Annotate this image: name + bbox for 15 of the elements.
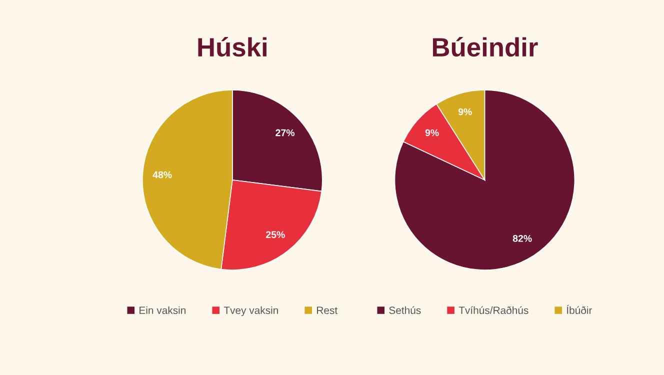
legend-label: Tvey vaksin (224, 306, 278, 316)
data-label: 9% (458, 108, 472, 116)
data-label: 9% (425, 129, 439, 136)
legend-label: Tvíhús/Raðhús (458, 306, 528, 314)
legend-label: Íbúðir (566, 304, 592, 314)
data-label: 82% (512, 234, 532, 242)
data-label: 25% (266, 231, 285, 238)
data-label: 27% (276, 129, 295, 136)
chart-title: Húski (198, 37, 266, 57)
chart-title: Búeindir (432, 37, 538, 57)
legend-label: Rest (317, 306, 338, 314)
slice-label: Sethús (389, 306, 421, 314)
pie-slice (394, 90, 576, 270)
legend-label: Ein vaksin (140, 306, 186, 314)
data-label: 48% (152, 171, 172, 178)
